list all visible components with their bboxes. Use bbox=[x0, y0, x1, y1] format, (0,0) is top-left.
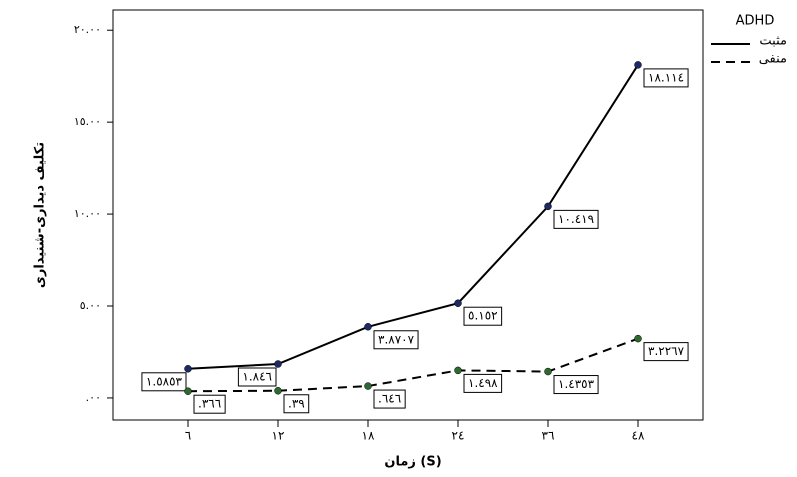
value-label: ۳.۸۷۰۷ bbox=[378, 332, 415, 346]
legend-label: منفی bbox=[759, 52, 787, 67]
y-tick-label: ٥.۰۰ bbox=[80, 299, 101, 312]
x-tick-label: ۱۲ bbox=[272, 429, 285, 443]
legend-title: ADHD bbox=[736, 14, 775, 29]
value-label: .۳۹ bbox=[288, 396, 305, 410]
legend-label: مثبت bbox=[759, 34, 787, 49]
point-marker bbox=[634, 334, 642, 343]
point-marker bbox=[184, 387, 192, 395]
y-tick-label: .۰۰ bbox=[86, 391, 101, 404]
value-label-box bbox=[283, 394, 310, 414]
point-marker bbox=[544, 367, 552, 376]
x-axis-label: زمان (S) bbox=[384, 455, 441, 470]
value-label-box bbox=[643, 68, 689, 88]
point-marker bbox=[634, 61, 642, 69]
y-tick-label: ۱۰.۰۰ bbox=[74, 207, 101, 220]
point-marker bbox=[274, 360, 282, 368]
value-label: .٦٤٦ bbox=[378, 392, 401, 406]
value-label: ۱.٥۸٥۳ bbox=[146, 374, 183, 388]
value-label-box bbox=[553, 375, 599, 395]
y-tick-label: ۱٥.۰۰ bbox=[74, 115, 101, 128]
point-marker bbox=[454, 366, 462, 375]
value-label-box bbox=[193, 394, 226, 414]
point-marker bbox=[544, 202, 552, 211]
value-label: ۱۰.٤۱۹ bbox=[558, 212, 594, 226]
value-label: ۱.٤۳٥۳ bbox=[558, 377, 595, 391]
value-label: ۱.۸٤٦ bbox=[242, 369, 272, 383]
series-line bbox=[187, 64, 639, 370]
value-label: ۱.٤۹۸ bbox=[468, 376, 498, 390]
value-label-box bbox=[373, 330, 419, 350]
plot-frame bbox=[112, 9, 704, 421]
value-label-box bbox=[237, 367, 277, 387]
value-label-box bbox=[373, 389, 406, 409]
point-marker bbox=[184, 365, 192, 373]
x-tick-label: ۳٦ bbox=[542, 429, 555, 443]
point-marker bbox=[454, 299, 462, 307]
point-marker bbox=[274, 387, 282, 395]
x-tick-label: ۲٤ bbox=[452, 429, 465, 443]
value-label: ۳.۲۲٦۷ bbox=[648, 344, 685, 358]
value-label-box bbox=[463, 306, 503, 326]
value-label: ۱۸.۱۱٤ bbox=[648, 70, 684, 84]
value-label-box bbox=[141, 372, 187, 392]
y-tick-label: ۲۰.۰۰ bbox=[74, 23, 101, 36]
y-axis-label: تکلیف دیداری-شنیداری bbox=[33, 142, 48, 288]
value-label-box bbox=[553, 209, 599, 229]
value-label-box bbox=[463, 373, 503, 393]
x-tick-label: ۱۸ bbox=[362, 429, 375, 443]
x-tick-label: ٦ bbox=[185, 429, 191, 443]
series-line bbox=[187, 337, 639, 393]
point-marker bbox=[364, 382, 372, 390]
value-label: ٥.۱٥۲ bbox=[468, 309, 498, 323]
value-label-box bbox=[643, 342, 689, 362]
x-tick-label: ٤۸ bbox=[632, 429, 645, 443]
value-label: .۳٦٦ bbox=[198, 397, 221, 411]
point-marker bbox=[364, 323, 372, 331]
